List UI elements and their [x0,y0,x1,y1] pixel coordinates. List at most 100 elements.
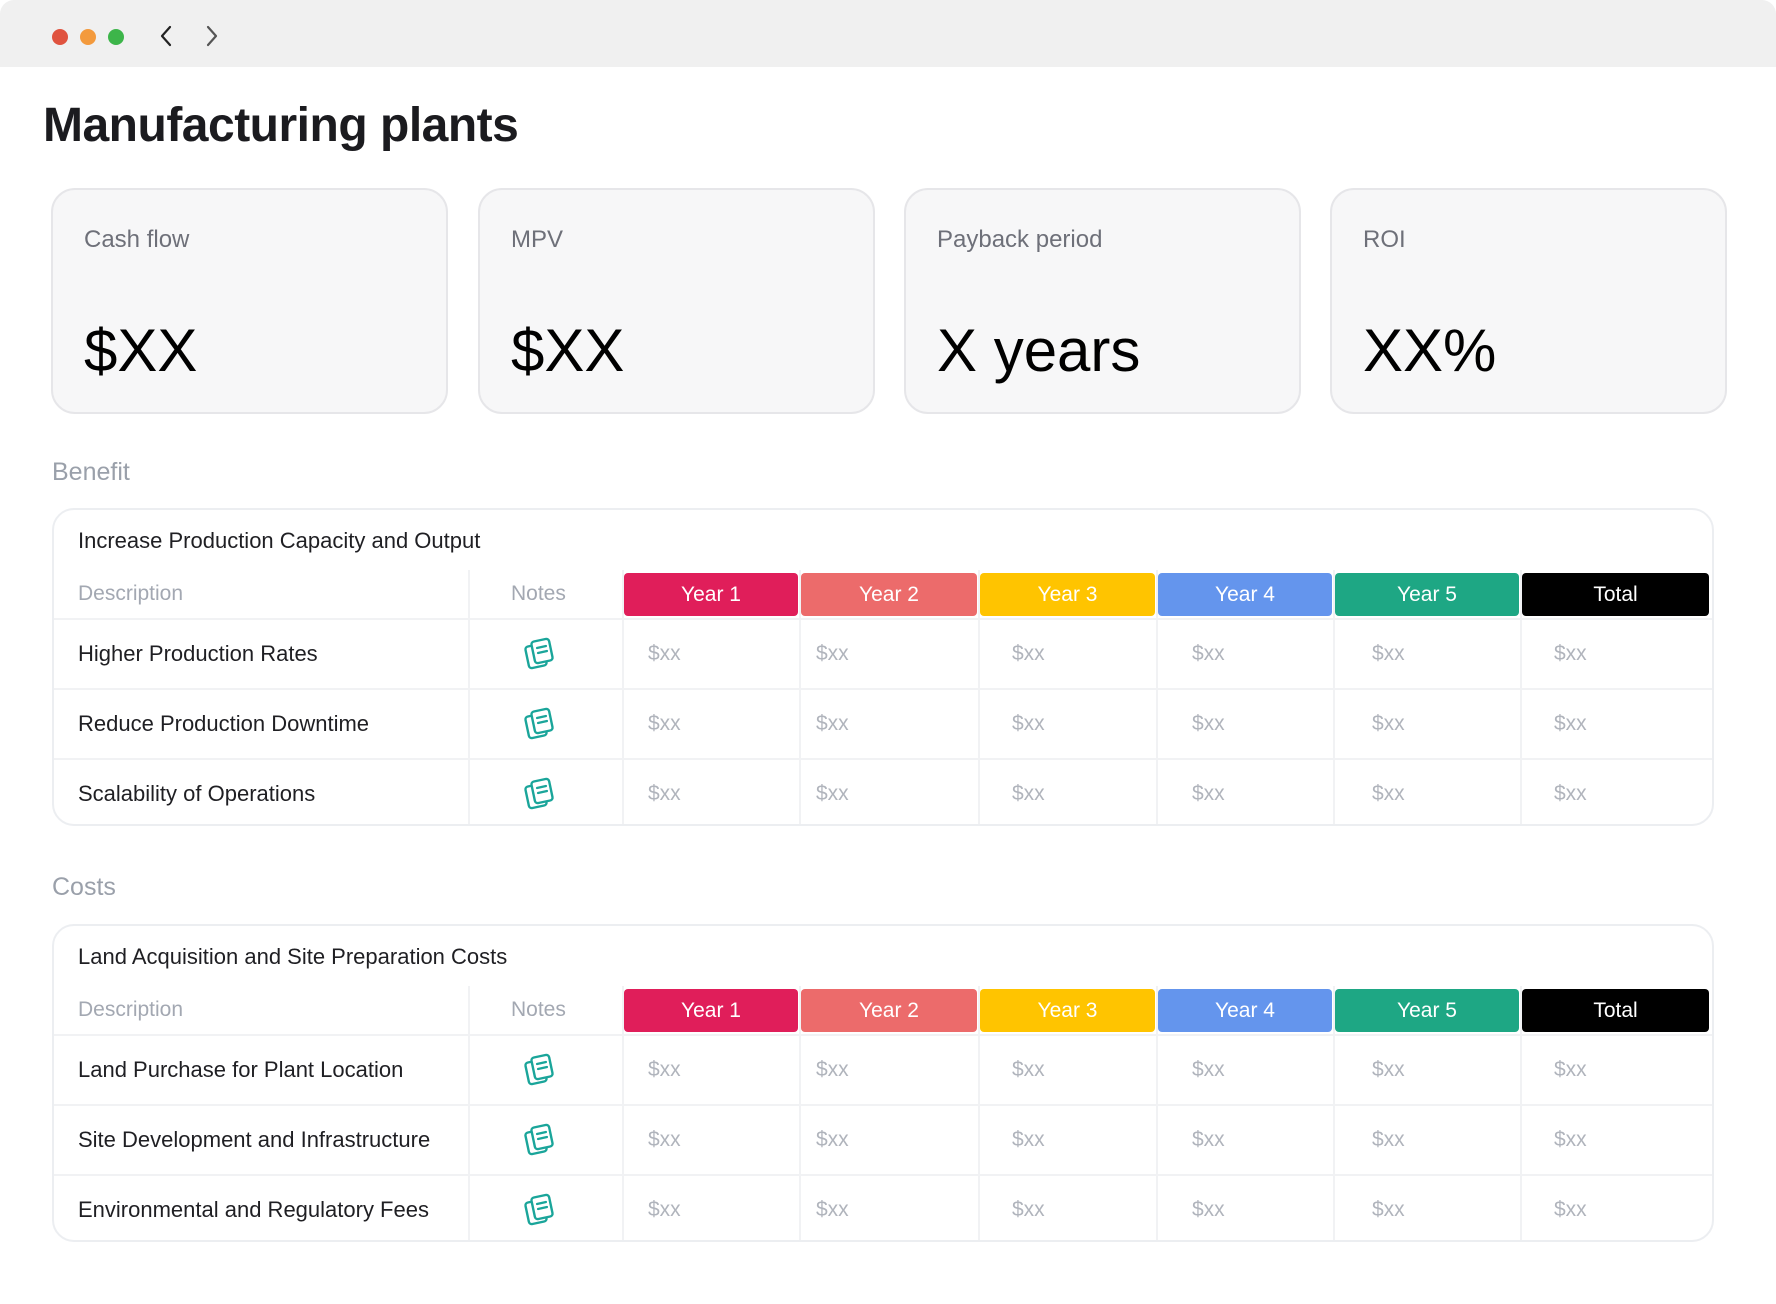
column-divider [468,986,470,1240]
close-window-button[interactable] [52,29,68,45]
value-cell[interactable]: $xx [1372,1198,1405,1221]
benefit-section-label: Benefit [52,458,130,486]
back-button[interactable] [152,22,180,50]
kpi-label: Payback period [937,226,1103,253]
column-divider [799,986,801,1240]
value-cell[interactable]: $xx [1192,1198,1225,1221]
value-cell[interactable]: $xx [1012,642,1045,665]
column-header-year-3[interactable]: Year 3 [980,573,1155,616]
column-divider [622,570,624,824]
costs-table: Land Acquisition and Site Preparation Co… [52,924,1714,1242]
table-header-row: Description Notes Year 1 Year 2 Year 3 Year 4… [54,570,1712,618]
row-description[interactable]: Scalability of Operations [78,781,316,806]
row-description[interactable]: Higher Production Rates [78,641,318,666]
notes-button[interactable] [519,1036,559,1104]
value-cell[interactable]: $xx [648,1198,681,1221]
column-header-total[interactable]: Total [1522,573,1709,616]
kpi-value: $XX [511,317,625,384]
kpi-value: XX% [1363,317,1497,384]
value-cell[interactable]: $xx [816,1198,849,1221]
column-divider [622,986,624,1240]
costs-section-label: Costs [52,873,116,901]
title-bar [0,0,1776,67]
column-header-year-4[interactable]: Year 4 [1158,989,1332,1032]
column-header-year-4[interactable]: Year 4 [1158,573,1332,616]
value-cell[interactable]: $xx [1554,1058,1587,1081]
value-cell[interactable]: $xx [1554,1128,1587,1151]
row-description[interactable]: Environmental and Regulatory Fees [78,1197,429,1222]
row-description[interactable]: Site Development and Infrastructure [78,1127,431,1152]
kpi-card: Payback period X years [904,188,1301,414]
value-cell[interactable]: $xx [648,782,681,805]
value-cell[interactable]: $xx [648,1058,681,1081]
notes-icon [524,777,554,810]
kpi-label: MPV [511,226,564,253]
column-header-notes: Notes [511,582,566,605]
notes-button[interactable] [519,760,559,824]
column-header-year-5[interactable]: Year 5 [1335,573,1519,616]
value-cell[interactable]: $xx [1372,782,1405,805]
notes-icon [524,707,554,740]
column-header-notes: Notes [511,998,566,1021]
column-divider [1520,986,1522,1240]
value-cell[interactable]: $xx [1012,1058,1045,1081]
minimize-window-button[interactable] [80,29,96,45]
value-cell[interactable]: $xx [816,1128,849,1151]
value-cell[interactable]: $xx [816,782,849,805]
row-description[interactable]: Land Purchase for Plant Location [78,1057,404,1082]
value-cell[interactable]: $xx [1192,782,1225,805]
chevron-right-icon [206,25,218,47]
kpi-label: ROI [1363,226,1406,253]
value-cell[interactable]: $xx [1192,1058,1225,1081]
column-header-year-2[interactable]: Year 2 [801,573,977,616]
column-header-description: Description [78,998,184,1021]
column-header-year-3[interactable]: Year 3 [980,989,1155,1032]
value-cell[interactable]: $xx [1372,712,1405,735]
value-cell[interactable]: $xx [1554,1198,1587,1221]
value-cell[interactable]: $xx [648,642,681,665]
page-title: Manufacturing plants [43,99,519,152]
value-cell[interactable]: $xx [1554,782,1587,805]
value-cell[interactable]: $xx [816,642,849,665]
column-header-total[interactable]: Total [1522,989,1709,1032]
table-row: Reduce Production Downtime $xx $xx $xx $xx $x… [54,688,1712,758]
notes-icon [524,637,554,670]
kpi-value: $XX [84,317,198,384]
notes-icon [524,1123,554,1156]
notes-button[interactable] [519,690,559,758]
value-cell[interactable]: $xx [648,1128,681,1151]
value-cell[interactable]: $xx [1012,1128,1045,1151]
value-cell[interactable]: $xx [1192,712,1225,735]
value-cell[interactable]: $xx [816,1058,849,1081]
kpi-value: X years [937,317,1141,384]
value-cell[interactable]: $xx [1372,642,1405,665]
value-cell[interactable]: $xx [1192,642,1225,665]
row-description[interactable]: Reduce Production Downtime [78,711,370,736]
notes-button[interactable] [519,620,559,688]
column-header-year-5[interactable]: Year 5 [1335,989,1519,1032]
value-cell[interactable]: $xx [1192,1128,1225,1151]
column-divider [799,570,801,824]
value-cell[interactable]: $xx [648,712,681,735]
column-divider [1156,986,1158,1240]
column-header-year-1[interactable]: Year 1 [624,573,798,616]
column-divider [1520,570,1522,824]
value-cell[interactable]: $xx [1554,712,1587,735]
value-cell[interactable]: $xx [1372,1058,1405,1081]
value-cell[interactable]: $xx [1012,782,1045,805]
column-header-year-2[interactable]: Year 2 [801,989,977,1032]
value-cell[interactable]: $xx [816,712,849,735]
value-cell[interactable]: $xx [1012,712,1045,735]
value-cell[interactable]: $xx [1372,1128,1405,1151]
value-cell[interactable]: $xx [1012,1198,1045,1221]
kpi-card: Cash flow $XX [51,188,448,414]
notes-icon [524,1193,554,1226]
table-row: Site Development and Infrastructure $xx $x… [54,1104,1712,1174]
maximize-window-button[interactable] [108,29,124,45]
value-cell[interactable]: $xx [1554,642,1587,665]
forward-button[interactable] [198,22,226,50]
notes-button[interactable] [519,1106,559,1174]
notes-button[interactable] [519,1176,559,1240]
kpi-card: ROI XX% [1330,188,1727,414]
column-header-year-1[interactable]: Year 1 [624,989,798,1032]
